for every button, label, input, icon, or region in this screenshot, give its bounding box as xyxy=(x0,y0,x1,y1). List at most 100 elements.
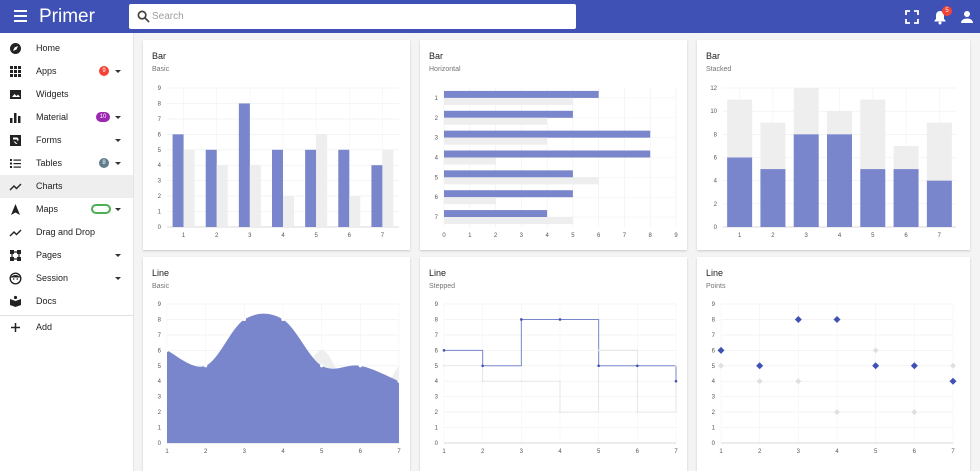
chevron-down-icon[interactable] xyxy=(115,254,121,257)
crop-icon xyxy=(10,250,21,261)
x-tick-label: 3 xyxy=(520,233,524,239)
x-tick-label: 2 xyxy=(494,233,498,239)
sidebar-item-widgets[interactable]: Widgets xyxy=(0,83,133,106)
navigation-icon xyxy=(11,204,20,215)
bar-series-2 xyxy=(249,165,261,227)
x-tick-label: 0 xyxy=(442,233,446,239)
y-tick-label: 6 xyxy=(712,348,716,354)
bar-series-1 xyxy=(305,149,317,227)
line-point xyxy=(281,317,285,322)
search-input[interactable] xyxy=(152,8,567,25)
x-tick-label: 6 xyxy=(636,449,640,455)
y-tick-label: 7 xyxy=(435,215,439,221)
bar-series-1 xyxy=(444,150,651,158)
y-tick-label: 6 xyxy=(435,348,439,354)
fullscreen-icon[interactable] xyxy=(904,9,920,25)
sidebar: Home Apps 9 Widgets Material 10 Forms Tables 8 Ch… xyxy=(0,33,134,471)
sidebar-item-add[interactable]: Add xyxy=(0,316,133,339)
sidebar-item-apps[interactable]: Apps 9 xyxy=(0,60,133,83)
y-tick-label: 4 xyxy=(712,379,716,385)
account-icon[interactable] xyxy=(959,9,975,25)
sidebar-item-label: Add xyxy=(36,322,53,332)
card-subtitle: Points xyxy=(706,283,726,290)
y-tick-label: 8 xyxy=(158,101,162,107)
y-tick-label: 5 xyxy=(158,148,162,154)
bar-series-1 xyxy=(926,180,952,227)
line-point xyxy=(558,318,562,321)
sidebar-item-charts[interactable]: Charts xyxy=(0,175,133,198)
y-tick-label: 1 xyxy=(435,426,439,432)
y-tick-label: 8 xyxy=(435,317,439,323)
line-point xyxy=(481,364,484,368)
card-bar-stacked: Bar Stacked 0 2 4 6 8 10 12 1 2 3 4 5 6 7 xyxy=(697,40,970,250)
line-point xyxy=(636,411,639,414)
y-tick-label: 1 xyxy=(712,426,716,432)
bar-series-2 xyxy=(444,177,599,185)
y-tick-label: 8 xyxy=(714,132,718,138)
x-tick-label: 3 xyxy=(797,449,801,455)
y-tick-label: 6 xyxy=(158,132,162,138)
bar-series-2 xyxy=(444,157,496,165)
sidebar-item-home[interactable]: Home xyxy=(0,37,133,60)
sidebar-item-docs[interactable]: Docs xyxy=(0,290,133,313)
sidebar-item-session[interactable]: Session xyxy=(0,267,133,290)
y-tick-label: 1 xyxy=(158,426,162,432)
y-tick-label: 9 xyxy=(712,302,716,308)
x-tick-label: 3 xyxy=(805,233,809,239)
sidebar-item-label: Forms xyxy=(36,135,62,145)
x-tick-label: 8 xyxy=(649,233,653,239)
y-tick-label: 7 xyxy=(158,117,162,123)
sidebar-item-badge: 8 xyxy=(99,158,109,168)
bar-series-1 xyxy=(371,165,383,227)
x-tick-label: 7 xyxy=(938,233,942,239)
y-tick-label: 4 xyxy=(714,179,718,185)
x-tick-label: 6 xyxy=(359,449,363,455)
sidebar-item-pages[interactable]: Pages xyxy=(0,244,133,267)
x-tick-label: 4 xyxy=(281,449,285,455)
book-icon xyxy=(10,295,21,307)
x-tick-label: 1 xyxy=(738,233,742,239)
sidebar-item-maps[interactable]: Maps xyxy=(0,198,133,221)
x-tick-label: 5 xyxy=(320,449,324,455)
y-tick-label: 7 xyxy=(712,333,716,339)
x-tick-label: 5 xyxy=(874,449,878,455)
chevron-down-icon[interactable] xyxy=(115,139,121,142)
bar-series-2 xyxy=(926,122,952,181)
x-tick-label: 6 xyxy=(904,233,908,239)
line-point xyxy=(675,364,677,367)
x-tick-label: 2 xyxy=(215,233,219,239)
menu-icon[interactable] xyxy=(14,10,27,22)
x-tick-label: 5 xyxy=(314,233,318,239)
chevron-down-icon[interactable] xyxy=(115,70,121,73)
x-tick-label: 7 xyxy=(623,233,627,239)
grid-icon xyxy=(10,66,21,77)
sidebar-item-material[interactable]: Material 10 xyxy=(0,106,133,129)
x-tick-label: 1 xyxy=(468,233,472,239)
card-subtitle: Horizontal xyxy=(429,66,461,73)
chart-bar-horizontal: 0 1 2 3 4 5 6 7 8 9 1 2 3 4 5 6 7 xyxy=(435,88,678,239)
list-icon xyxy=(10,159,21,168)
notification-badge: 5 xyxy=(942,6,952,16)
y-tick-label: 4 xyxy=(435,156,439,162)
y-tick-label: 0 xyxy=(714,225,718,231)
chevron-down-icon[interactable] xyxy=(115,116,121,119)
card-title: Bar xyxy=(152,51,167,61)
sidebar-item-forms[interactable]: Forms xyxy=(0,129,133,152)
line-point xyxy=(397,379,401,383)
chevron-down-icon[interactable] xyxy=(115,162,121,165)
bar-series-2 xyxy=(444,117,548,125)
bar-series-2 xyxy=(349,196,361,227)
chevron-down-icon[interactable] xyxy=(115,208,121,211)
point-series-1 xyxy=(756,362,764,370)
sidebar-item-drag-and-drop[interactable]: Drag and Drop xyxy=(0,221,133,244)
card-title: Bar xyxy=(706,51,721,61)
sidebar-item-tables[interactable]: Tables 8 xyxy=(0,152,133,175)
y-tick-label: 8 xyxy=(712,317,716,323)
chevron-down-icon[interactable] xyxy=(115,277,121,280)
x-tick-label: 4 xyxy=(281,233,285,239)
bar-series-2 xyxy=(444,137,548,145)
x-tick-label: 9 xyxy=(674,233,678,239)
face-icon xyxy=(9,272,22,285)
bar-series-1 xyxy=(793,134,819,227)
